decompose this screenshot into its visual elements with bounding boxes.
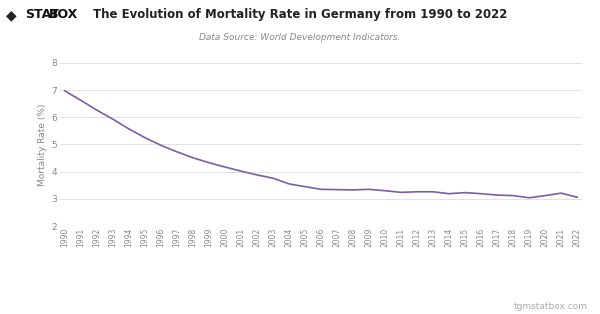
Text: BOX: BOX: [49, 8, 79, 21]
Text: STAT: STAT: [25, 8, 59, 21]
Text: tgmstatbox.com: tgmstatbox.com: [514, 302, 588, 311]
Text: Data Source: World Development Indicators.: Data Source: World Development Indicator…: [199, 33, 401, 42]
Text: ◆: ◆: [6, 8, 17, 22]
Y-axis label: Mortality Rate (%): Mortality Rate (%): [38, 103, 47, 186]
Text: The Evolution of Mortality Rate in Germany from 1990 to 2022: The Evolution of Mortality Rate in Germa…: [93, 8, 507, 21]
